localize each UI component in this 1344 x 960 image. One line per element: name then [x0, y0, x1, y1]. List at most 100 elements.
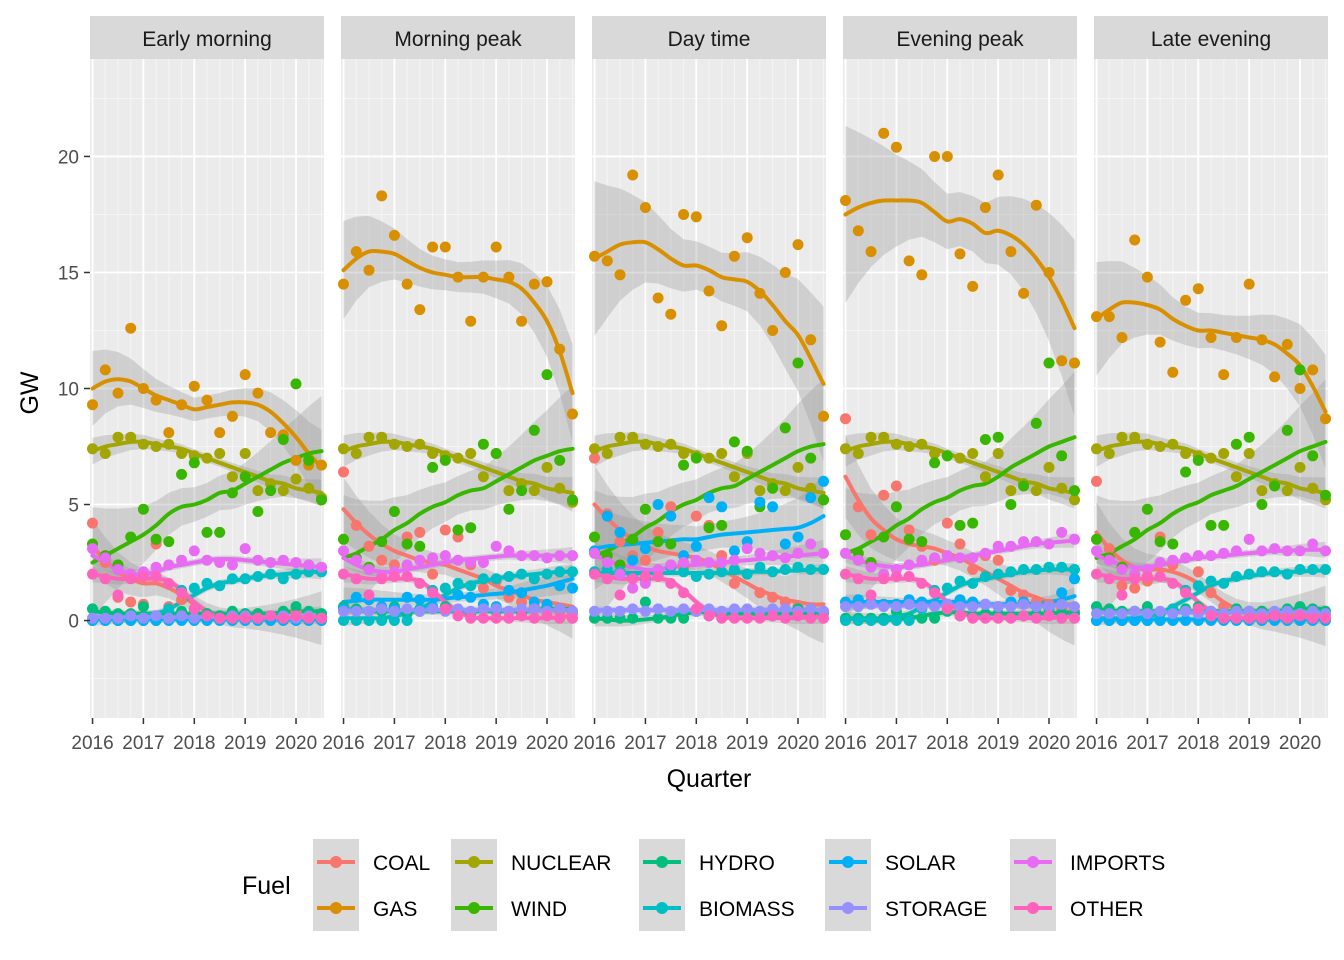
data-point	[1018, 598, 1030, 610]
data-point	[779, 552, 791, 564]
data-point	[1192, 566, 1204, 578]
data-point	[1116, 431, 1128, 443]
legend-label: NUCLEAR	[511, 852, 611, 875]
confidence-band	[92, 396, 322, 618]
data-point	[703, 557, 715, 568]
data-point	[614, 526, 626, 538]
data-point	[226, 410, 238, 422]
data-point	[554, 580, 566, 592]
data-point	[601, 448, 613, 459]
data-point	[239, 369, 251, 381]
data-point	[741, 543, 753, 555]
data-point	[1129, 615, 1141, 626]
legend-label: SOLAR	[885, 852, 956, 875]
data-point	[1167, 538, 1179, 550]
legend-item: NUCLEAR	[451, 839, 611, 885]
data-point	[414, 526, 426, 538]
confidence-band	[594, 465, 824, 644]
data-point	[1269, 543, 1281, 555]
data-point	[992, 448, 1004, 459]
data-point	[363, 605, 375, 617]
data-point	[767, 591, 779, 603]
data-point	[916, 438, 928, 450]
data-point	[452, 554, 464, 566]
data-point	[1005, 499, 1017, 510]
data-point	[1043, 601, 1055, 613]
data-point	[1294, 383, 1306, 394]
data-point	[376, 536, 388, 548]
data-point	[754, 561, 766, 573]
data-point	[916, 536, 928, 548]
data-point	[818, 564, 829, 575]
data-point	[1091, 311, 1102, 323]
data-point	[1030, 564, 1042, 575]
data-point	[528, 485, 540, 497]
data-point	[567, 612, 578, 624]
data-point	[1294, 610, 1306, 622]
data-point	[112, 589, 124, 601]
data-point	[554, 603, 566, 615]
data-point	[890, 601, 902, 613]
x-tick-label: 2020	[1279, 733, 1321, 754]
data-point	[1069, 357, 1080, 369]
data-point	[941, 582, 953, 594]
data-point	[678, 459, 690, 471]
data-point	[1218, 448, 1230, 459]
data-point	[1056, 587, 1068, 599]
data-point	[1218, 519, 1230, 531]
data-point	[112, 564, 124, 575]
data-point	[528, 550, 540, 562]
data-point	[265, 610, 277, 622]
data-point	[754, 547, 766, 559]
data-point	[865, 598, 877, 610]
data-point	[1103, 448, 1115, 459]
facet-strip-label: Evening peak	[896, 28, 1024, 51]
data-point	[1091, 568, 1102, 580]
data-point	[1167, 608, 1179, 620]
data-point	[941, 517, 953, 529]
data-point	[1154, 605, 1166, 617]
data-point	[338, 605, 349, 617]
data-point	[528, 424, 540, 436]
data-point	[1307, 364, 1319, 376]
data-point	[316, 612, 327, 624]
data-point	[201, 526, 213, 538]
data-point	[490, 603, 502, 615]
panel: Late evening	[1091, 16, 1331, 718]
data-point	[201, 452, 213, 464]
data-point	[338, 443, 349, 455]
data-point	[401, 441, 413, 452]
data-point	[303, 454, 315, 466]
data-point	[589, 547, 600, 559]
data-point	[541, 369, 553, 381]
data-point	[652, 603, 664, 615]
data-point	[554, 343, 566, 355]
data-point	[1116, 589, 1128, 601]
data-point	[1103, 608, 1115, 620]
legend-label: OTHER	[1070, 898, 1144, 921]
data-point	[903, 255, 915, 267]
data-point	[1269, 566, 1281, 578]
legend-key-point	[656, 856, 668, 868]
data-point	[818, 494, 829, 506]
data-point	[477, 612, 489, 624]
data-point	[967, 552, 979, 564]
data-point	[1018, 564, 1030, 575]
x-tick-label: 2016	[322, 733, 364, 754]
data-point	[967, 280, 979, 292]
data-point	[465, 580, 477, 592]
data-point	[929, 612, 941, 624]
data-point	[627, 533, 639, 545]
data-point	[176, 468, 188, 480]
data-point	[163, 536, 175, 548]
data-point	[878, 127, 890, 139]
data-point	[1307, 538, 1319, 550]
legend-item: SOLAR	[825, 839, 956, 885]
data-point	[87, 603, 98, 615]
data-point	[376, 190, 388, 202]
data-point	[1141, 438, 1153, 450]
data-point	[1205, 452, 1217, 464]
data-point	[1320, 612, 1331, 624]
data-point	[1116, 564, 1128, 575]
data-point	[414, 304, 426, 316]
